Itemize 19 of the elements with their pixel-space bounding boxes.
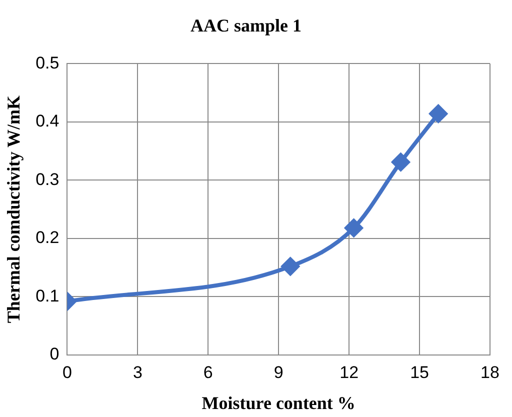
x-axis-title: Moisture content % (202, 392, 356, 413)
x-tick-label: 6 (203, 362, 213, 382)
y-tick-label: 0.3 (36, 170, 60, 189)
point (344, 218, 363, 237)
point (429, 104, 448, 123)
y-tick-label: 0.4 (36, 112, 60, 131)
chart-title: AAC sample 1 (190, 15, 302, 36)
point (392, 153, 410, 172)
x-tick-label: 3 (132, 362, 142, 382)
x-tick-label: 0 (62, 362, 72, 382)
x-tick-label: 12 (340, 362, 359, 382)
y-tick-label: 0 (50, 344, 60, 364)
y-axis-title: Thermal comductivity W/mK (3, 95, 24, 324)
y-tick-label: 0.2 (36, 228, 60, 248)
x-tick-label: 15 (410, 362, 429, 382)
y-tick-label: 0.1 (36, 286, 60, 306)
y-tick-label: 0.5 (36, 53, 60, 72)
x-tick-label: 9 (274, 362, 284, 382)
x-tick-label: 18 (480, 362, 500, 382)
